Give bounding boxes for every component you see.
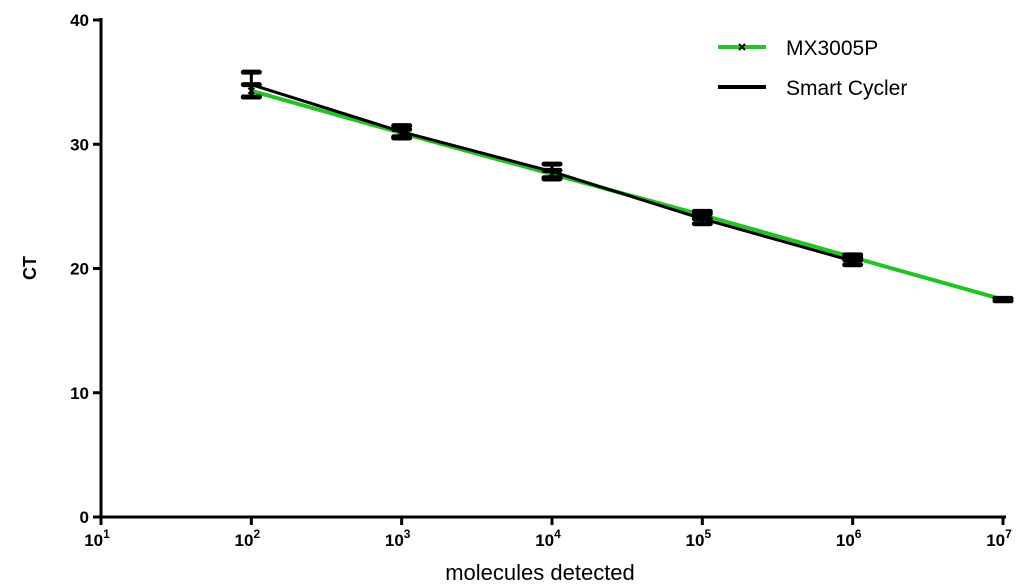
x-tick-exponent: 2	[253, 527, 260, 541]
y-axis-ticks: 0 10 20 30 40	[70, 11, 101, 527]
y-axis-title: CT	[20, 256, 40, 280]
x-tick-exponent: 6	[855, 527, 862, 541]
x-tick-exponent: 1	[103, 527, 110, 541]
x-tick-exponent: 4	[554, 527, 561, 541]
x-tick-base: 10	[986, 531, 1005, 550]
x-tick-label: 107	[986, 527, 1012, 550]
y-tick-label: 30	[70, 135, 89, 154]
x-tick-label: 102	[235, 527, 261, 550]
x-tick-exponent: 5	[704, 527, 711, 541]
x-tick-label: 103	[385, 527, 411, 550]
series-smart-cycler	[240, 69, 864, 268]
x-tick-label: 104	[535, 527, 561, 550]
series-layer	[240, 69, 1014, 304]
y-tick-label: 10	[70, 384, 89, 403]
x-tick-label: 106	[836, 527, 862, 550]
x-tick-exponent: 7	[1005, 527, 1012, 541]
x-tick-base: 10	[686, 531, 705, 550]
x-tick-base: 10	[235, 531, 254, 550]
x-tick-base: 10	[535, 531, 554, 550]
y-tick-label: 0	[80, 508, 89, 527]
legend: MX3005P Smart Cycler	[718, 37, 907, 100]
x-tick-base: 10	[836, 531, 855, 550]
x-axis-title: molecules detected	[445, 560, 635, 584]
legend-label: MX3005P	[786, 37, 878, 60]
x-tick-label: 101	[84, 527, 110, 550]
y-tick-label: 40	[70, 11, 89, 30]
y-tick-label: 20	[70, 260, 89, 279]
x-tick-exponent: 3	[404, 527, 411, 541]
x-tick-base: 10	[84, 531, 103, 550]
x-tick-label: 105	[686, 527, 712, 550]
legend-swatch-marker	[738, 43, 746, 51]
data-point-marker	[999, 295, 1007, 304]
x-axis-ticks: 101 102 103 104 105 106 107	[84, 517, 1012, 550]
legend-label: Smart Cycler	[786, 77, 907, 100]
x-tick-base: 10	[385, 531, 404, 550]
